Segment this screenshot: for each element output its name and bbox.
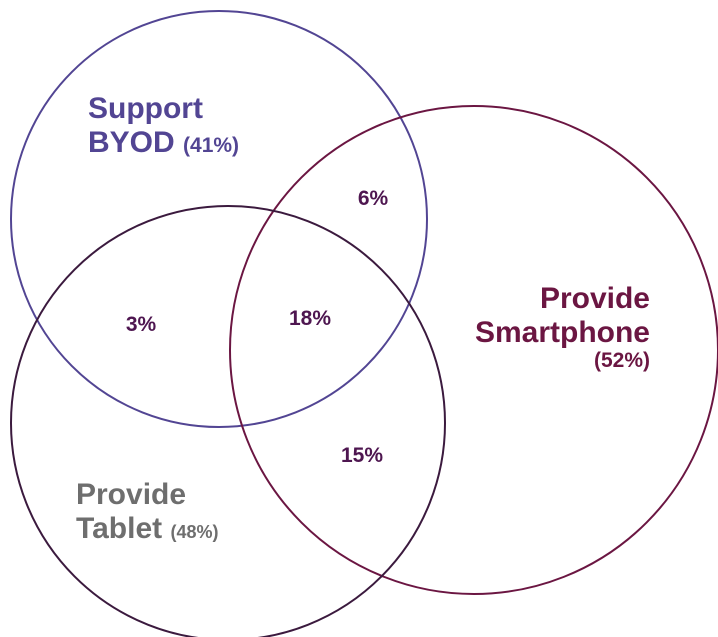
tablet-name-line2-row: Tablet (48%) — [76, 512, 218, 546]
byod-name-line2: BYOD — [88, 125, 175, 159]
byod-label: Support BYOD (41%) — [88, 92, 239, 159]
byod-percent: (41%) — [183, 133, 240, 157]
overlap-all-three: 18% — [288, 307, 332, 330]
tablet-circle — [10, 205, 446, 637]
byod-name-line1: Support — [88, 92, 203, 125]
overlap-smartphone-tablet: 15% — [340, 444, 384, 467]
byod-name-line2-row: BYOD (41%) — [88, 126, 239, 160]
smartphone-label: Provide Smartphone (52%) — [475, 282, 650, 373]
byod-circle — [10, 10, 428, 428]
tablet-name-line2: Tablet — [76, 511, 163, 545]
tablet-label: Provide Tablet (48%) — [76, 478, 218, 545]
smartphone-name-line2: Smartphone — [474, 315, 650, 349]
overlap-byod-smartphone: 6% — [357, 187, 389, 210]
tablet-name-line1: Provide — [76, 478, 187, 511]
tablet-percent: (48%) — [170, 521, 219, 542]
smartphone-name-line1: Provide — [539, 282, 650, 315]
smartphone-circle — [229, 105, 718, 595]
smartphone-percent: (52%) — [593, 349, 650, 373]
overlap-byod-tablet: 3% — [125, 313, 157, 336]
